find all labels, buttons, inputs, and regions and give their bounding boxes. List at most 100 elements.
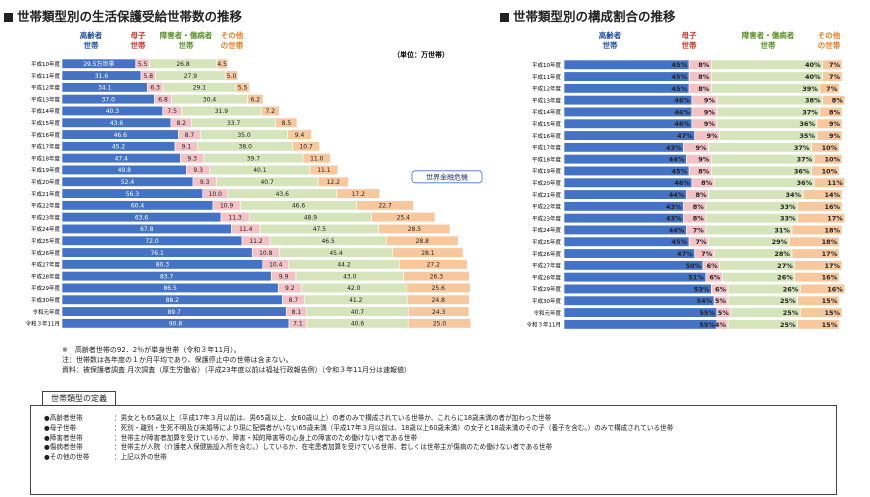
data-label: 39% <box>802 85 818 93</box>
category-label: 平成21年度 <box>532 191 561 199</box>
data-label: 25% <box>780 321 796 329</box>
data-label: 34.1 <box>98 85 112 92</box>
bar-segment-other <box>260 105 280 116</box>
footnote-line: 資料：被保護者調査 月次調査（厚生労働省）（平成23年度以前は福祉行政報告例）（… <box>62 366 412 374</box>
data-label: 39.7 <box>247 155 261 162</box>
data-label: 9% <box>696 144 708 152</box>
series-header-label: 障害者・傷病者 <box>160 30 213 40</box>
data-label: 8.7 <box>289 297 299 304</box>
category-label: 平成13年度 <box>532 96 561 104</box>
data-label: 56.3 <box>126 191 140 198</box>
bar-segment-elderly <box>563 295 715 306</box>
data-label: 49.8 <box>118 167 132 174</box>
data-label: 27.9 <box>184 73 198 80</box>
data-label: 9% <box>698 156 710 164</box>
category-label: 平成26年度 <box>31 249 60 257</box>
definition-item: ●傷病者世帯 ：世帯主が入院（介護老人保健施設入所を含む。）しているか、在宅患者加… <box>44 443 553 452</box>
data-label: 10.7 <box>299 144 313 151</box>
data-label: 5.8 <box>143 73 153 80</box>
data-label: 7.1 <box>293 321 303 328</box>
data-label: 35.0 <box>237 132 251 139</box>
data-label: 10% <box>824 156 840 164</box>
category-label: 平成23年度 <box>532 214 561 222</box>
data-label: 43.0 <box>343 273 357 280</box>
data-label: 45.2 <box>112 144 126 151</box>
category-label: 平成16年度 <box>31 131 60 139</box>
category-label: 令和元年度 <box>32 308 60 316</box>
bar-segment-other <box>822 71 843 82</box>
data-label: 28% <box>774 250 790 258</box>
bar-segment-other <box>816 130 843 141</box>
data-label: 43% <box>666 215 682 223</box>
data-label: 8% <box>693 203 705 211</box>
data-label: 9% <box>704 108 716 116</box>
data-label: 36% <box>799 120 815 128</box>
bar-segment-other <box>819 83 840 94</box>
data-label: 6% <box>707 262 719 270</box>
data-label: 7.5 <box>167 108 177 115</box>
data-label: 31.9 <box>215 108 229 115</box>
bar-segment-other <box>799 307 843 318</box>
bar-segment-elderly <box>563 236 690 247</box>
data-label: 48.9 <box>304 214 318 221</box>
data-label: 26% <box>777 274 793 282</box>
data-label: 8% <box>701 179 713 187</box>
data-label: 37% <box>802 108 818 116</box>
category-label: 平成19年度 <box>532 167 561 175</box>
data-label: 36% <box>794 167 810 175</box>
data-label: 80.3 <box>156 262 170 269</box>
data-label: 10.9 <box>220 203 234 210</box>
data-label: 6.3 <box>150 85 160 92</box>
data-label: 67.8 <box>140 226 154 233</box>
data-label: 86.5 <box>163 285 177 292</box>
category-label: 平成11年度 <box>31 72 60 80</box>
data-label: 26.3 <box>430 273 444 280</box>
data-label: 41.2 <box>349 297 363 304</box>
bar-segment-other <box>802 189 843 200</box>
data-label: 8% <box>832 97 844 105</box>
bar-segment-other <box>797 319 840 330</box>
bar-segment-other <box>224 70 239 81</box>
data-label: 38.0 <box>239 144 253 151</box>
data-label: 40.7 <box>260 179 274 186</box>
data-label: 24.8 <box>432 297 446 304</box>
data-label: 8.7 <box>185 132 195 139</box>
data-label: 46.6 <box>292 203 306 210</box>
bar-segment-elderly <box>563 130 695 141</box>
data-label: 46.6 <box>114 132 128 139</box>
data-label: 24.3 <box>432 309 446 316</box>
data-label: 25% <box>780 297 796 305</box>
data-label: 45% <box>672 238 688 246</box>
series-header-label: 母子 <box>131 31 146 40</box>
data-label: 45% <box>672 167 688 175</box>
data-label: 17.2 <box>352 191 366 198</box>
category-label: 平成11年度 <box>532 73 561 81</box>
data-label: 12.2 <box>327 179 341 186</box>
data-label: 52.4 <box>121 179 135 186</box>
data-label: 27.2 <box>427 262 441 269</box>
category-label: 平成23年度 <box>31 213 60 221</box>
series-header-label: 世帯 <box>761 40 776 50</box>
data-label: 16% <box>824 203 840 211</box>
data-label: 17% <box>824 262 840 270</box>
category-label: 平成10年度 <box>31 60 60 68</box>
data-label: 40% <box>805 73 821 81</box>
data-label: 46.5 <box>321 238 335 245</box>
bar-segment-elderly <box>563 83 690 94</box>
series-header-label: 世帯 <box>84 40 99 50</box>
bar-segment-other <box>822 59 843 70</box>
category-label: 平成12年度 <box>31 84 60 92</box>
data-label: 16% <box>822 274 838 282</box>
bar-segment-other <box>407 306 470 317</box>
square-bullet-icon <box>4 13 13 22</box>
data-label: 28.5 <box>408 226 422 233</box>
data-label: 5% <box>718 309 730 317</box>
data-label: 47% <box>677 250 693 258</box>
definition-item: ●母子世帯 ：死別・離別・生死不明及び未婚等により現に配偶者がいない65歳未満（平… <box>44 423 674 432</box>
data-label: 63.6 <box>135 214 149 221</box>
bar-segment-elderly <box>563 272 707 283</box>
category-label: 令和元年度 <box>533 309 561 317</box>
data-label: 45% <box>672 61 688 69</box>
data-label: 18% <box>822 238 838 246</box>
